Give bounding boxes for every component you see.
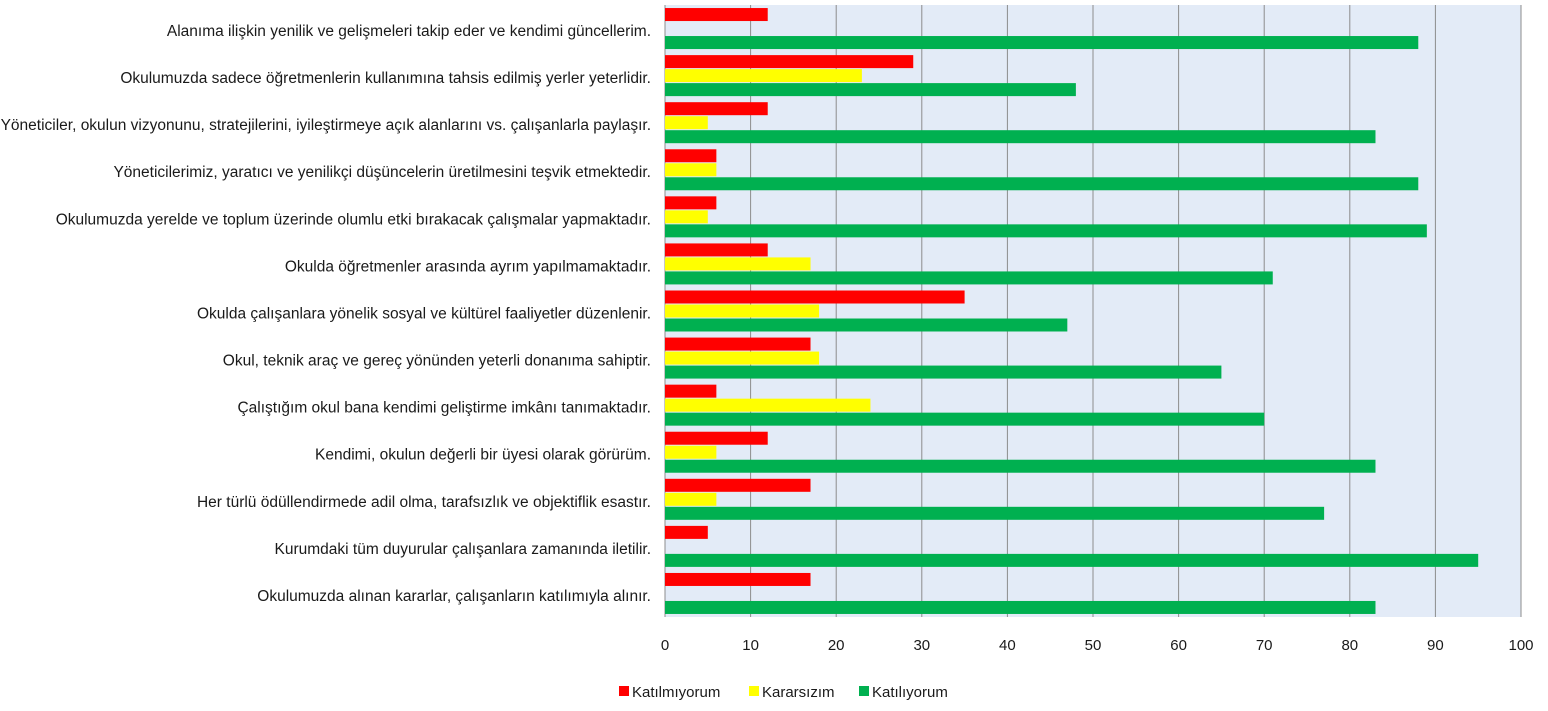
bar-kararsızım bbox=[665, 304, 820, 318]
category-label: Çalıştığım okul bana kendimi geliştirme … bbox=[237, 400, 651, 417]
bar-katılmıyorum bbox=[665, 384, 717, 398]
category-labels: Alanıma ilişkin yenilik ve gelişmeleri t… bbox=[1, 23, 651, 605]
x-tick-label: 60 bbox=[1170, 637, 1187, 654]
category-label: Okulumuzda alınan kararlar, çalışanların… bbox=[257, 588, 651, 605]
bar-katılmıyorum bbox=[665, 8, 768, 22]
x-tick-label: 50 bbox=[1085, 637, 1102, 654]
category-label: Okulda çalışanlara yönelik sosyal ve kül… bbox=[197, 305, 651, 322]
bar-katılıyorum bbox=[665, 177, 1419, 191]
bar-katılıyorum bbox=[665, 365, 1222, 379]
category-label: Yöneticilerimiz, yaratıcı ve yenilikçi d… bbox=[113, 164, 651, 181]
legend: Katılmıyorum Kararsızım Katılıyorum bbox=[619, 684, 948, 701]
bar-katılmıyorum bbox=[665, 102, 768, 116]
legend-swatch bbox=[749, 686, 759, 696]
bar-kararsızım bbox=[665, 257, 811, 271]
bar-kararsızım bbox=[665, 492, 717, 506]
category-label: Her türlü ödüllendirmede adil olma, tara… bbox=[197, 494, 651, 511]
bar-katılıyorum bbox=[665, 600, 1376, 614]
bar-katılmıyorum bbox=[665, 525, 708, 539]
category-label: Okulumuzda yerelde ve toplum üzerinde ol… bbox=[56, 211, 651, 228]
bar-katılıyorum bbox=[665, 412, 1265, 426]
bar-katılmıyorum bbox=[665, 290, 965, 304]
category-label: Okulda öğretmenler arasında ayrım yapılm… bbox=[285, 258, 651, 275]
x-tick-label: 30 bbox=[913, 637, 930, 654]
bar-katılmıyorum bbox=[665, 55, 914, 69]
bar-katılıyorum bbox=[665, 506, 1325, 520]
legend-label: Katılmıyorum bbox=[632, 684, 720, 701]
bar-katılıyorum bbox=[665, 36, 1419, 50]
legend-swatch bbox=[619, 686, 629, 696]
x-tick-label: 100 bbox=[1508, 637, 1533, 654]
x-tick-label: 0 bbox=[661, 637, 669, 654]
x-tick-label: 10 bbox=[742, 637, 759, 654]
legend-swatch bbox=[859, 686, 869, 696]
bar-katılıyorum bbox=[665, 459, 1376, 473]
bar-katılmıyorum bbox=[665, 149, 717, 163]
bar-katılmıyorum bbox=[665, 337, 811, 351]
x-tick-label: 70 bbox=[1256, 637, 1273, 654]
bar-katılıyorum bbox=[665, 83, 1076, 97]
x-tick-label: 20 bbox=[828, 637, 845, 654]
bar-katılıyorum bbox=[665, 224, 1427, 238]
legend-label: Kararsızım bbox=[762, 684, 835, 701]
category-label: Alanıma ilişkin yenilik ve gelişmeleri t… bbox=[167, 23, 651, 40]
bar-katılıyorum bbox=[665, 553, 1479, 567]
category-label: Yöneticiler, okulun vizyonunu, stratejil… bbox=[1, 117, 651, 134]
bar-kararsızım bbox=[665, 398, 871, 412]
bar-katılmıyorum bbox=[665, 243, 768, 257]
bar-kararsızım bbox=[665, 163, 717, 177]
bar-kararsızım bbox=[665, 116, 708, 130]
bar-kararsızım bbox=[665, 210, 708, 224]
x-tick-label: 40 bbox=[999, 637, 1016, 654]
bars bbox=[665, 8, 1479, 614]
category-label: Okulumuzda sadece öğretmenlerin kullanım… bbox=[120, 70, 651, 87]
bar-kararsızım bbox=[665, 445, 717, 459]
bar-katılmıyorum bbox=[665, 478, 811, 492]
bar-katılıyorum bbox=[665, 271, 1273, 285]
legend-label: Katılıyorum bbox=[872, 684, 948, 701]
x-tick-label: 90 bbox=[1427, 637, 1444, 654]
category-label: Kendimi, okulun değerli bir üyesi olarak… bbox=[315, 447, 651, 464]
bar-katılmıyorum bbox=[665, 572, 811, 586]
bar-katılmıyorum bbox=[665, 431, 768, 445]
category-label: Okul, teknik araç ve gereç yönünden yete… bbox=[223, 353, 651, 370]
bar-katılmıyorum bbox=[665, 196, 717, 210]
x-tick-label: 80 bbox=[1341, 637, 1358, 654]
bar-katılıyorum bbox=[665, 130, 1376, 144]
bar-kararsızım bbox=[665, 69, 862, 83]
bar-katılıyorum bbox=[665, 318, 1068, 332]
category-label: Kurumdaki tüm duyurular çalışanlara zama… bbox=[275, 541, 651, 558]
bar-kararsızım bbox=[665, 351, 820, 365]
x-axis-ticks: 0 10 20 30 40 50 60 70 80 90 100 bbox=[661, 637, 1534, 654]
